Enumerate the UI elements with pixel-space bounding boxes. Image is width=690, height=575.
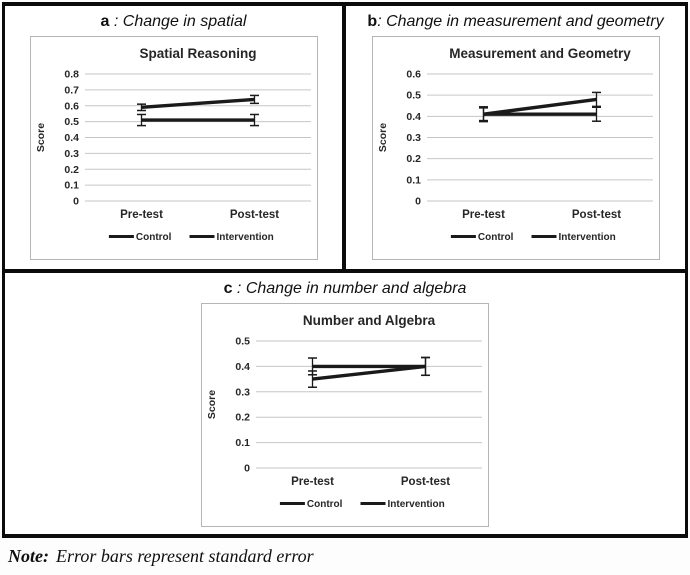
svg-text:0.6: 0.6: [406, 69, 421, 81]
svg-text:0.5: 0.5: [406, 90, 421, 102]
svg-text:Control: Control: [307, 499, 343, 510]
panel-c-title: Change in number and algebra: [245, 280, 467, 297]
svg-text:Score: Score: [35, 123, 47, 152]
svg-text:Spatial Reasoning: Spatial Reasoning: [139, 46, 256, 61]
svg-text:0.3: 0.3: [64, 148, 79, 160]
panel-b-colon: :: [377, 13, 387, 30]
svg-text:0.2: 0.2: [235, 412, 250, 424]
svg-text:Control: Control: [135, 232, 171, 243]
svg-text:Intervention: Intervention: [558, 232, 615, 243]
svg-text:Pre-test: Pre-test: [291, 476, 334, 488]
svg-text:0.1: 0.1: [64, 180, 79, 192]
svg-text:0: 0: [244, 463, 250, 475]
measurement-geometry-chart: 0.6 0.5 0.4 0.3 0.2 0.1 0 Measurement and Geome…: [371, 36, 660, 260]
figure-top-row: a : Change in spatial 0.8 0.7 0.6 0.5 0.4 0.3…: [5, 6, 685, 273]
svg-text:0.3: 0.3: [406, 132, 421, 144]
svg-text:0.5: 0.5: [235, 336, 250, 348]
figure-note: Note: Error bars represent standard error: [8, 546, 314, 567]
svg-text:0.4: 0.4: [235, 361, 250, 373]
panel-a-label: a : Change in spatial: [5, 12, 342, 32]
note-body: Error bars represent standard error: [55, 546, 314, 566]
svg-text:0.4: 0.4: [64, 132, 79, 144]
figure-border-box: a : Change in spatial 0.8 0.7 0.6 0.5 0.4 0.3…: [2, 2, 688, 538]
svg-text:0.4: 0.4: [406, 111, 421, 123]
svg-text:0: 0: [73, 196, 79, 208]
number-algebra-chart-svg: 0.5 0.4 0.3 0.2 0.1 0 Number and Algebra Score P…: [206, 313, 482, 510]
svg-text:Pre-test: Pre-test: [462, 209, 505, 221]
svg-text:0: 0: [415, 196, 421, 208]
svg-text:Post-test: Post-test: [571, 209, 620, 221]
panel-b-label: b: Change in measurement and geometry: [346, 12, 685, 32]
svg-text:Measurement and Geometry: Measurement and Geometry: [449, 46, 631, 61]
svg-text:Intervention: Intervention: [388, 499, 445, 510]
svg-text:Pre-test: Pre-test: [120, 209, 163, 221]
note-prefix: Note:: [8, 546, 49, 566]
spatial-reasoning-chart-svg: 0.8 0.7 0.6 0.5 0.4 0.3 0.2 0.1 0 Spatial Reasoni…: [35, 46, 311, 243]
svg-text:Post-test: Post-test: [401, 476, 450, 488]
svg-text:0.5: 0.5: [64, 116, 79, 128]
svg-text:0.6: 0.6: [64, 100, 79, 112]
panel-b: b: Change in measurement and geometry 0.…: [346, 6, 685, 269]
svg-text:0.2: 0.2: [64, 164, 79, 176]
svg-text:0.1: 0.1: [235, 437, 250, 449]
panel-c-letter: c: [223, 280, 233, 297]
svg-text:Score: Score: [206, 390, 218, 419]
panel-a-title: Change in spatial: [122, 13, 247, 30]
panel-c-label: c : Change in number and algebra: [5, 279, 685, 299]
measurement-geometry-chart-svg: 0.6 0.5 0.4 0.3 0.2 0.1 0 Measurement and Geome…: [377, 46, 653, 243]
panel-a: a : Change in spatial 0.8 0.7 0.6 0.5 0.4 0.3…: [5, 6, 346, 269]
svg-text:Intervention: Intervention: [216, 232, 273, 243]
svg-text:Number and Algebra: Number and Algebra: [303, 313, 436, 328]
svg-text:Score: Score: [377, 123, 389, 152]
panel-a-letter: a: [100, 13, 110, 30]
panel-b-title: Change in measurement and geometry: [386, 13, 664, 30]
number-algebra-chart: 0.5 0.4 0.3 0.2 0.1 0 Number and Algebra Score P…: [201, 303, 489, 527]
svg-text:0.8: 0.8: [64, 69, 79, 81]
panel-a-colon: :: [109, 13, 123, 30]
svg-text:0.1: 0.1: [406, 174, 421, 186]
panel-b-letter: b: [367, 13, 378, 30]
svg-text:Post-test: Post-test: [229, 209, 278, 221]
svg-text:0.2: 0.2: [406, 153, 421, 165]
svg-text:0.3: 0.3: [235, 386, 250, 398]
svg-text:Control: Control: [477, 232, 513, 243]
spatial-reasoning-chart: 0.8 0.7 0.6 0.5 0.4 0.3 0.2 0.1 0 Spatial Reasoni…: [29, 36, 318, 260]
panel-c: c : Change in number and algebra 0.5 0.4 0…: [5, 273, 685, 534]
panel-c-colon: :: [232, 280, 246, 297]
svg-text:0.7: 0.7: [64, 84, 79, 96]
